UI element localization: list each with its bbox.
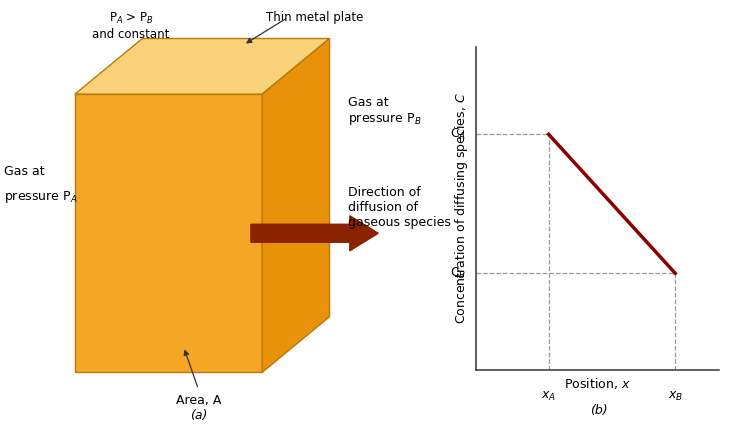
Text: $x_A$: $x_A$ (541, 389, 557, 403)
Text: Gas at
pressure P$_B$: Gas at pressure P$_B$ (348, 96, 422, 127)
Text: $x_B$: $x_B$ (667, 389, 683, 403)
Text: (a): (a) (189, 409, 207, 422)
Polygon shape (75, 39, 330, 94)
Polygon shape (75, 94, 262, 372)
Text: Gas at: Gas at (4, 165, 44, 178)
Text: P$_A$ > P$_B$
and constant: P$_A$ > P$_B$ and constant (92, 11, 170, 41)
Text: pressure P$_A$: pressure P$_A$ (4, 189, 77, 205)
Polygon shape (262, 39, 330, 372)
Y-axis label: Concentration of diffusing species, $C$: Concentration of diffusing species, $C$ (453, 93, 470, 324)
Text: C$_A$: C$_A$ (449, 127, 466, 142)
FancyArrow shape (251, 216, 378, 251)
X-axis label: Position, $x$: Position, $x$ (564, 376, 631, 391)
Text: C$_B$: C$_B$ (449, 266, 466, 281)
Text: Area, A: Area, A (176, 394, 221, 407)
Text: (b): (b) (590, 404, 608, 417)
Text: Direction of
diffusion of
gaseous species: Direction of diffusion of gaseous specie… (348, 186, 451, 229)
Text: Thin metal plate: Thin metal plate (266, 11, 363, 24)
